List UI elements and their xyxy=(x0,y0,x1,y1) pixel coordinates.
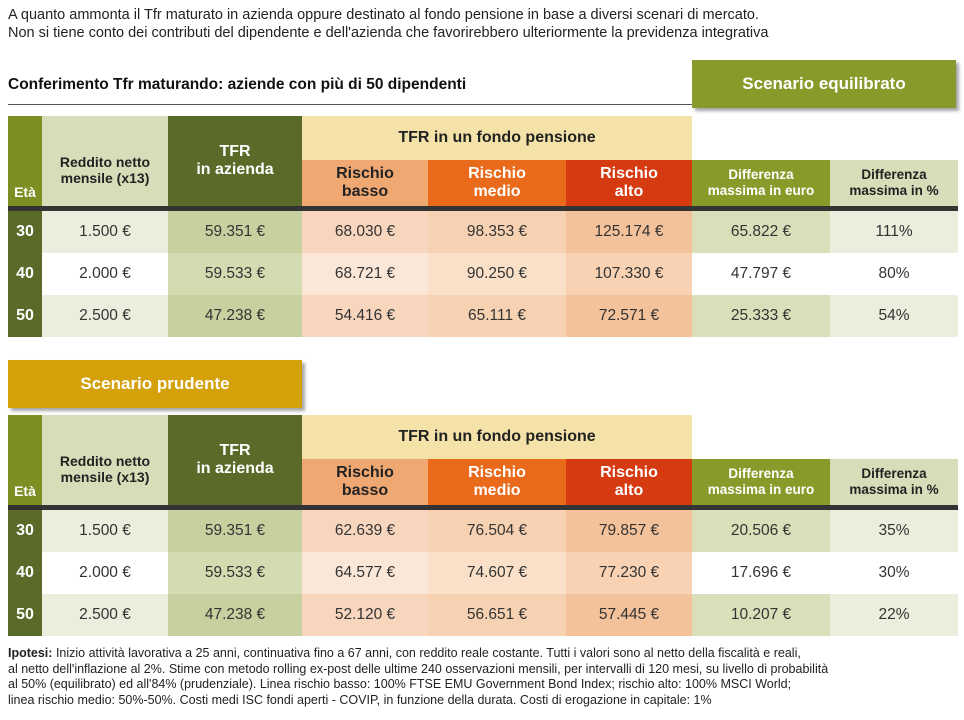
notes: Ipotesi: Inizio attività lavorativa a 25… xyxy=(8,646,958,708)
intro-line-1: A quanto ammonta il Tfr maturato in azie… xyxy=(8,7,759,23)
header-tfr-azienda: TFR in azienda xyxy=(168,116,302,206)
section-title: Conferimento Tfr maturando: aziende con … xyxy=(8,76,467,93)
cell-rischio-medio: 90.250 € xyxy=(428,253,566,295)
cell-rischio-basso: 52.120 € xyxy=(302,594,428,636)
cell-reddito: 1.500 € xyxy=(42,510,168,552)
cell-differenza-percent: 22% xyxy=(830,594,959,636)
table-scenario-equilibrato: Età Reddito netto mensile (x13) TFR in azi… xyxy=(8,116,959,337)
header-tfr-fondo: TFR in un fondo pensione xyxy=(302,116,693,160)
cell-differenza-euro: 65.822 € xyxy=(692,211,831,253)
cell-differenza-euro: 17.696 € xyxy=(692,552,831,594)
header-rischio-basso: Rischio basso xyxy=(302,160,428,206)
cell-rischio-basso: 62.639 € xyxy=(302,510,428,552)
cell-tfr-azienda: 47.238 € xyxy=(168,295,302,337)
header-rischio-medio: Rischio medio xyxy=(428,459,566,505)
cell-differenza-euro: 25.333 € xyxy=(692,295,831,337)
cell-differenza-percent: 111% xyxy=(830,211,959,253)
cell-differenza-euro: 47.797 € xyxy=(692,253,831,295)
cell-differenza-percent: 54% xyxy=(830,295,959,337)
cell-rischio-alto: 125.174 € xyxy=(566,211,693,253)
table-scenario-prudente: Età Reddito netto mensile (x13) TFR in azi… xyxy=(8,415,959,636)
cell-rischio-medio: 74.607 € xyxy=(428,552,566,594)
header-rischio-basso: Rischio basso xyxy=(302,459,428,505)
table-row: 30 1.500 € 59.351 € 62.639 € 76.504 € 79… xyxy=(8,510,959,552)
cell-rischio-basso: 68.721 € xyxy=(302,253,428,295)
cell-rischio-alto: 72.571 € xyxy=(566,295,693,337)
cell-rischio-medio: 98.353 € xyxy=(428,211,566,253)
cell-eta: 30 xyxy=(8,211,42,253)
cell-tfr-azienda: 47.238 € xyxy=(168,594,302,636)
cell-rischio-alto: 57.445 € xyxy=(566,594,693,636)
header-tfr-fondo: TFR in un fondo pensione xyxy=(302,415,693,459)
notes-line-4: linea rischio medio: 50%-50%. Costi medi… xyxy=(8,692,712,707)
cell-reddito: 2.500 € xyxy=(42,295,168,337)
header-reddito: Reddito netto mensile (x13) xyxy=(42,415,168,505)
cell-tfr-azienda: 59.533 € xyxy=(168,253,302,295)
cell-differenza-percent: 35% xyxy=(830,510,959,552)
cell-reddito: 2.500 € xyxy=(42,594,168,636)
cell-eta: 50 xyxy=(8,295,42,337)
table-row: 30 1.500 € 59.351 € 68.030 € 98.353 € 12… xyxy=(8,211,959,253)
cell-rischio-alto: 79.857 € xyxy=(566,510,693,552)
header-differenza-percent: Differenza massima in % xyxy=(830,459,959,505)
cell-differenza-percent: 80% xyxy=(830,253,959,295)
cell-tfr-azienda: 59.533 € xyxy=(168,552,302,594)
cell-differenza-percent: 30% xyxy=(830,552,959,594)
header-reddito: Reddito netto mensile (x13) xyxy=(42,116,168,206)
intro-line-2: Non si tiene conto dei contributi del di… xyxy=(8,25,769,41)
section-rule xyxy=(8,104,954,105)
cell-eta: 40 xyxy=(8,552,42,594)
table-row: 40 2.000 € 59.533 € 68.721 € 90.250 € 10… xyxy=(8,253,959,295)
header-rischio-alto: Rischio alto xyxy=(566,160,693,206)
table-row: 50 2.500 € 47.238 € 52.120 € 56.651 € 57… xyxy=(8,594,959,636)
cell-rischio-medio: 76.504 € xyxy=(428,510,566,552)
cell-differenza-euro: 20.506 € xyxy=(692,510,831,552)
cell-rischio-alto: 77.230 € xyxy=(566,552,693,594)
cell-differenza-euro: 10.207 € xyxy=(692,594,831,636)
cell-tfr-azienda: 59.351 € xyxy=(168,510,302,552)
header-eta: Età xyxy=(8,415,42,505)
intro-text: A quanto ammonta il Tfr maturato in azie… xyxy=(8,6,958,42)
table-row: 40 2.000 € 59.533 € 64.577 € 74.607 € 77… xyxy=(8,552,959,594)
cell-rischio-medio: 65.111 € xyxy=(428,295,566,337)
header-differenza-euro: Differenza massima in euro xyxy=(692,459,831,505)
cell-reddito: 2.000 € xyxy=(42,253,168,295)
notes-line-3: al 50% (equilibrato) ed all'84% (prudenz… xyxy=(8,677,792,691)
cell-eta: 30 xyxy=(8,510,42,552)
cell-rischio-basso: 64.577 € xyxy=(302,552,428,594)
notes-line-1: Inizio attività lavorativa a 25 anni, co… xyxy=(55,646,801,660)
cell-eta: 50 xyxy=(8,594,42,636)
notes-line-2: al netto dell'inflazione al 2%. Stime co… xyxy=(8,661,829,676)
cell-rischio-medio: 56.651 € xyxy=(428,594,566,636)
scenario-prudente-label: Scenario prudente xyxy=(8,360,302,408)
cell-reddito: 1.500 € xyxy=(42,211,168,253)
scenario-equilibrato-label: Scenario equilibrato xyxy=(692,60,956,108)
cell-rischio-basso: 68.030 € xyxy=(302,211,428,253)
cell-reddito: 2.000 € xyxy=(42,552,168,594)
cell-eta: 40 xyxy=(8,253,42,295)
cell-tfr-azienda: 59.351 € xyxy=(168,211,302,253)
header-differenza-euro: Differenza massima in euro xyxy=(692,160,831,206)
cell-rischio-basso: 54.416 € xyxy=(302,295,428,337)
header-eta: Età xyxy=(8,116,42,206)
notes-label: Ipotesi: xyxy=(8,646,53,660)
header-differenza-percent: Differenza massima in % xyxy=(830,160,959,206)
header-rischio-alto: Rischio alto xyxy=(566,459,693,505)
header-tfr-azienda: TFR in azienda xyxy=(168,415,302,505)
header-rischio-medio: Rischio medio xyxy=(428,160,566,206)
cell-rischio-alto: 107.330 € xyxy=(566,253,693,295)
table-row: 50 2.500 € 47.238 € 54.416 € 65.111 € 72… xyxy=(8,295,959,337)
